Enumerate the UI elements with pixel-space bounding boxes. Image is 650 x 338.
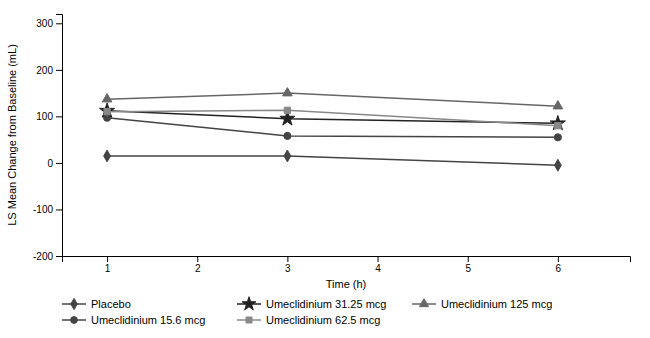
series-group: [100, 88, 566, 172]
tick: -200: [33, 251, 62, 262]
series-marker: [104, 150, 111, 162]
tick-label: 6: [556, 263, 562, 274]
tick-mark: [56, 116, 62, 117]
tick: 300: [36, 18, 62, 29]
series-marker: [553, 101, 563, 109]
tick-mark: [56, 70, 62, 71]
legend-marker: [71, 298, 77, 309]
tick: 1: [105, 256, 111, 274]
tick-label: 100: [36, 111, 53, 122]
tick-mark: [56, 23, 62, 24]
series-marker: [554, 134, 561, 141]
tick: 100: [36, 111, 62, 122]
tick-label: -200: [33, 251, 53, 262]
legend-item: Umeclidinium 15.6 mcg: [62, 314, 205, 326]
legend-label: Umeclidinium 125 mcg: [441, 298, 552, 310]
legend-item: Placebo: [62, 298, 131, 310]
legend-marker: [419, 299, 428, 307]
tick-mark: [56, 209, 62, 210]
series-marker: [102, 94, 112, 102]
tick: -100: [33, 204, 62, 215]
axis-domain: [63, 257, 631, 263]
legend-label: Placebo: [91, 298, 131, 310]
series-marker: [283, 88, 293, 96]
legend-marker: [71, 317, 78, 324]
tick-mark: [287, 256, 288, 262]
tick: 0: [47, 158, 62, 169]
tick-label: 1: [105, 263, 111, 274]
tick-mark: [107, 256, 108, 262]
legend-item: Umeclidinium 31.25 mcg: [237, 297, 386, 310]
series-marker: [100, 103, 115, 117]
tick-label: 300: [36, 18, 53, 29]
tick-mark: [558, 256, 559, 262]
tick-label: 5: [465, 263, 471, 274]
axis-domain: [56, 15, 63, 257]
series-marker: [284, 132, 291, 139]
tick-mark: [197, 256, 198, 262]
series-marker: [554, 159, 561, 171]
legend-marker: [246, 317, 252, 323]
tick-label: 2: [195, 263, 201, 274]
series-line: [107, 93, 558, 106]
tick-label: 4: [375, 263, 381, 274]
series-line: [107, 110, 558, 125]
legend-label: Umeclidinium 62.5 mcg: [266, 314, 380, 326]
tick-mark: [468, 256, 469, 262]
tick-label: -100: [33, 204, 53, 215]
tick: 200: [36, 65, 62, 76]
chart: 1 2 3 4 5 6 -200 -100 0 100 200 300 Time (h) LS Mean …: [0, 0, 650, 338]
series-line: [107, 156, 558, 165]
legend-label: Umeclidinium 15.6 mcg: [91, 314, 205, 326]
legend-label: Umeclidinium 31.25 mcg: [266, 298, 386, 310]
tick-mark: [56, 256, 62, 257]
legend-item: Umeclidinium 62.5 mcg: [237, 314, 380, 326]
series-marker: [284, 107, 290, 113]
legend-marker: [242, 297, 256, 310]
tick: 6: [556, 256, 562, 274]
series-marker: [550, 115, 565, 129]
series-marker: [555, 123, 561, 129]
y-axis-title: LS Mean Change from Baseline (mL): [6, 44, 18, 226]
x-axis: 1 2 3 4 5 6: [63, 256, 631, 274]
tick: 2: [195, 256, 201, 274]
tick: 5: [465, 256, 471, 274]
y-axis: -200 -100 0 100 200 300: [33, 15, 63, 262]
tick-label: 200: [36, 65, 53, 76]
x-axis-title: Time (h): [326, 278, 367, 290]
series-marker: [284, 150, 291, 162]
tick: 3: [285, 256, 291, 274]
tick-label: 3: [285, 263, 291, 274]
series-marker: [104, 109, 110, 115]
series-line: [107, 118, 558, 138]
tick-mark: [378, 256, 379, 262]
tick: 4: [375, 256, 381, 274]
tick-label: 0: [47, 158, 53, 169]
legend-item: Umeclidinium 125 mcg: [412, 298, 552, 310]
legend: Placebo Umeclidinium 15.6 mcg Umeclidinium…: [62, 297, 552, 326]
tick-mark: [56, 163, 62, 164]
plot: 1 2 3 4 5 6 -200 -100 0 100 200 300: [33, 15, 631, 275]
